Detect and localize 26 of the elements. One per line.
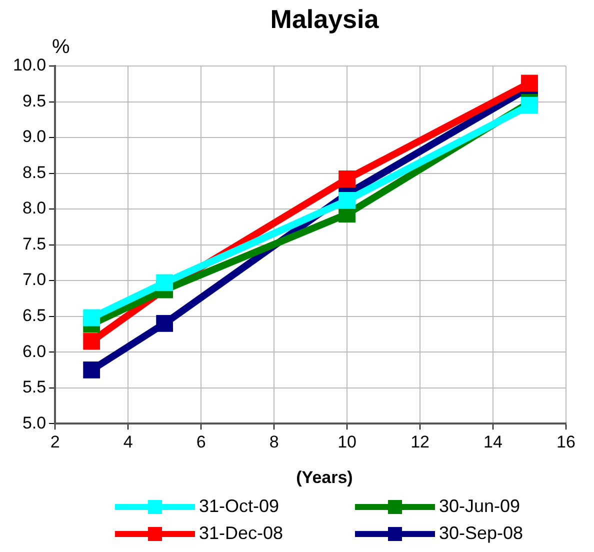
y-tick-label: 8.0 — [22, 198, 46, 218]
y-tick-label: 7.5 — [22, 234, 46, 254]
y-axis-title: % — [52, 36, 70, 59]
x-tick-label: 12 — [410, 432, 430, 452]
x-tick-label: 10 — [338, 432, 356, 452]
x-tick-label: 16 — [556, 432, 576, 452]
x-tick-label: 4 — [123, 432, 133, 452]
legend-label: 31-Dec-08 — [199, 523, 284, 544]
chart-title: Malaysia — [269, 4, 380, 35]
y-tick-label: 8.5 — [22, 162, 46, 182]
legend-label: 30-Jun-09 — [439, 496, 520, 517]
y-tick-label: 10.0 — [12, 56, 46, 75]
x-tick-label: 2 — [50, 432, 60, 452]
y-tick-label: 9.0 — [22, 127, 46, 146]
x-tick-label: 8 — [269, 432, 279, 452]
x-tick-label: 14 — [484, 432, 502, 452]
y-tick-label: 6.5 — [22, 306, 46, 326]
legend-label: 30-Sep-08 — [439, 523, 524, 544]
x-tick-label: 6 — [196, 432, 206, 452]
y-tick-label: 6.0 — [22, 342, 46, 361]
x-axis-title: (Years) — [295, 468, 354, 488]
y-tick-label: 7.0 — [22, 270, 46, 290]
legend-label: 31-Oct-09 — [199, 496, 280, 517]
y-tick-label: 5.5 — [22, 378, 46, 397]
y-tick-label: 5.0 — [22, 413, 46, 432]
y-tick-label: 9.5 — [22, 91, 46, 110]
